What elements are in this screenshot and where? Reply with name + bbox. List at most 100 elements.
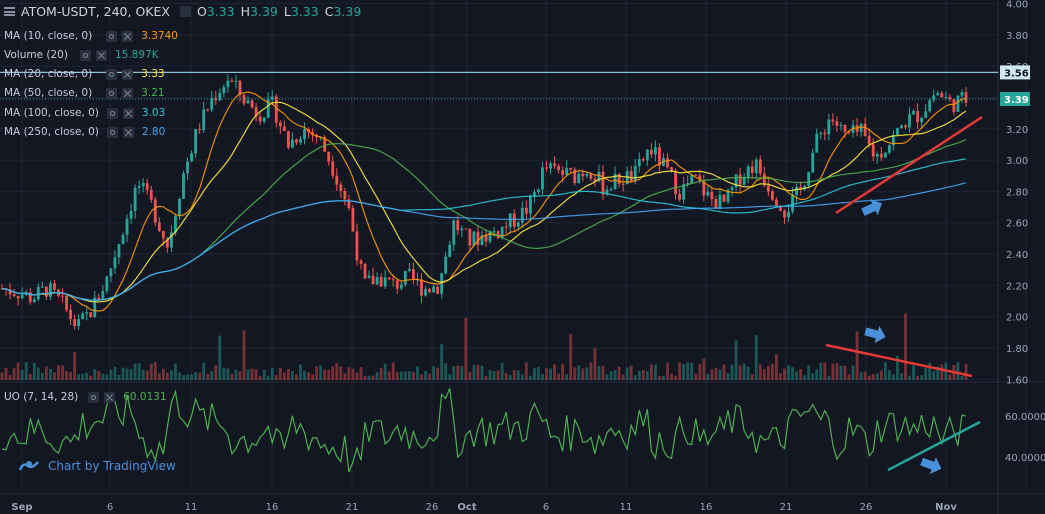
volume-bar <box>323 369 327 380</box>
candle-body <box>32 299 36 303</box>
gear-icon[interactable] <box>106 107 118 119</box>
volume-bar <box>206 374 210 380</box>
volume-bar <box>266 375 270 380</box>
close-icon[interactable] <box>104 391 116 403</box>
volume-bar <box>109 369 113 380</box>
candle-body <box>49 283 52 297</box>
volume-bar <box>186 374 189 380</box>
close-icon[interactable] <box>122 30 134 42</box>
volume-bar <box>85 372 89 380</box>
candle-body <box>867 135 871 145</box>
close-icon[interactable] <box>95 49 107 61</box>
candle-body <box>557 165 561 171</box>
volume-bar <box>883 362 887 380</box>
candle-body <box>335 175 339 185</box>
price-tick-label: 2.80 <box>1006 187 1028 198</box>
candle-body <box>811 152 815 173</box>
candle-body <box>242 94 246 104</box>
volume-bar <box>194 372 198 380</box>
tradingview-watermark[interactable]: Chart by TradingView <box>18 458 176 474</box>
menu-icon[interactable] <box>4 7 15 16</box>
settings-icon[interactable] <box>179 6 191 17</box>
legend-uo[interactable]: UO (7, 14, 28) 60.0131 <box>4 391 167 403</box>
volume-bar <box>178 372 181 380</box>
candle-body <box>750 166 754 173</box>
candle-body <box>270 96 274 100</box>
candle-body <box>343 190 347 200</box>
close-icon[interactable] <box>122 126 134 138</box>
volume-bar <box>855 331 859 380</box>
gear-icon[interactable] <box>106 68 118 80</box>
candle-body <box>488 231 492 242</box>
volume-bar <box>847 374 851 380</box>
legend-ma50[interactable]: MA (50, close, 0) 3.21 <box>4 87 165 99</box>
legend-ma250[interactable]: MA (250, close, 0) 2.80 <box>4 126 165 138</box>
candle-body <box>654 147 657 155</box>
gear-icon[interactable] <box>106 126 118 138</box>
close-icon[interactable] <box>122 87 134 99</box>
candle-body <box>97 297 101 300</box>
candle-body <box>383 277 387 287</box>
volume-bar <box>662 375 665 380</box>
candle-body <box>210 98 214 110</box>
volume-bar <box>8 374 12 380</box>
gear-icon[interactable] <box>106 87 118 99</box>
time-tick-label: 11 <box>620 502 633 513</box>
volume-bar <box>553 364 556 380</box>
volume-bar <box>666 362 669 380</box>
volume-bar <box>875 373 879 380</box>
volume-bar <box>823 362 827 380</box>
candle-body <box>69 309 72 320</box>
candle-body <box>839 124 843 126</box>
volume-bar <box>262 369 266 380</box>
legend-label: MA (10, close, 0) <box>4 30 93 42</box>
volume-bar <box>690 362 694 380</box>
volume-bar <box>40 372 44 380</box>
candle-body <box>883 152 887 158</box>
gear-icon[interactable] <box>79 49 91 61</box>
volume-bar <box>629 365 633 380</box>
candle-body <box>278 122 282 127</box>
candle-body <box>133 187 137 211</box>
volume-bar <box>161 368 165 380</box>
candle-body <box>105 276 109 291</box>
candle-body <box>295 139 298 143</box>
legend-ma20[interactable]: MA (20, close, 0) 3.33 <box>4 68 165 80</box>
candle-body <box>847 131 851 133</box>
volume-bar <box>129 369 133 380</box>
volume-bar <box>403 371 407 380</box>
price-tick-label: 3.80 <box>1006 31 1028 42</box>
candle-body <box>20 294 24 299</box>
symbol-title[interactable]: ATOM-USDT, 240, OKEX <box>21 4 170 19</box>
gear-icon[interactable] <box>88 391 100 403</box>
close-icon[interactable] <box>122 68 134 80</box>
candle-body <box>762 173 766 186</box>
candle-body <box>617 174 621 184</box>
candle-body <box>726 189 730 202</box>
time-tick-label: 26 <box>860 502 873 513</box>
volume-bar <box>948 374 952 380</box>
legend-volume[interactable]: Volume (20) 15.897K <box>4 49 159 61</box>
time-tick-label: Oct <box>457 502 476 513</box>
close-icon[interactable] <box>122 107 134 119</box>
annotation-arrow-icon <box>864 325 886 344</box>
candle-body <box>670 167 673 171</box>
gear-icon[interactable] <box>106 30 118 42</box>
price-tick-label: 3.20 <box>1006 125 1028 136</box>
candle-body <box>403 270 407 285</box>
candle-body <box>178 198 181 217</box>
volume-bar <box>363 375 367 380</box>
legend-ma10[interactable]: MA (10, close, 0) 3.3740 <box>4 30 178 42</box>
volume-bar <box>73 351 77 380</box>
candle-body <box>452 220 456 245</box>
volume-bar <box>500 362 504 380</box>
candle-body <box>202 109 206 131</box>
volume-bar <box>61 365 64 380</box>
legend-ma100[interactable]: MA (100, close, 0) 3.03 <box>4 107 165 119</box>
volume-bar <box>815 369 819 380</box>
uo-tick-label: 40.0000 <box>1005 453 1045 464</box>
candle-body <box>775 199 778 207</box>
volume-bar <box>686 362 690 380</box>
